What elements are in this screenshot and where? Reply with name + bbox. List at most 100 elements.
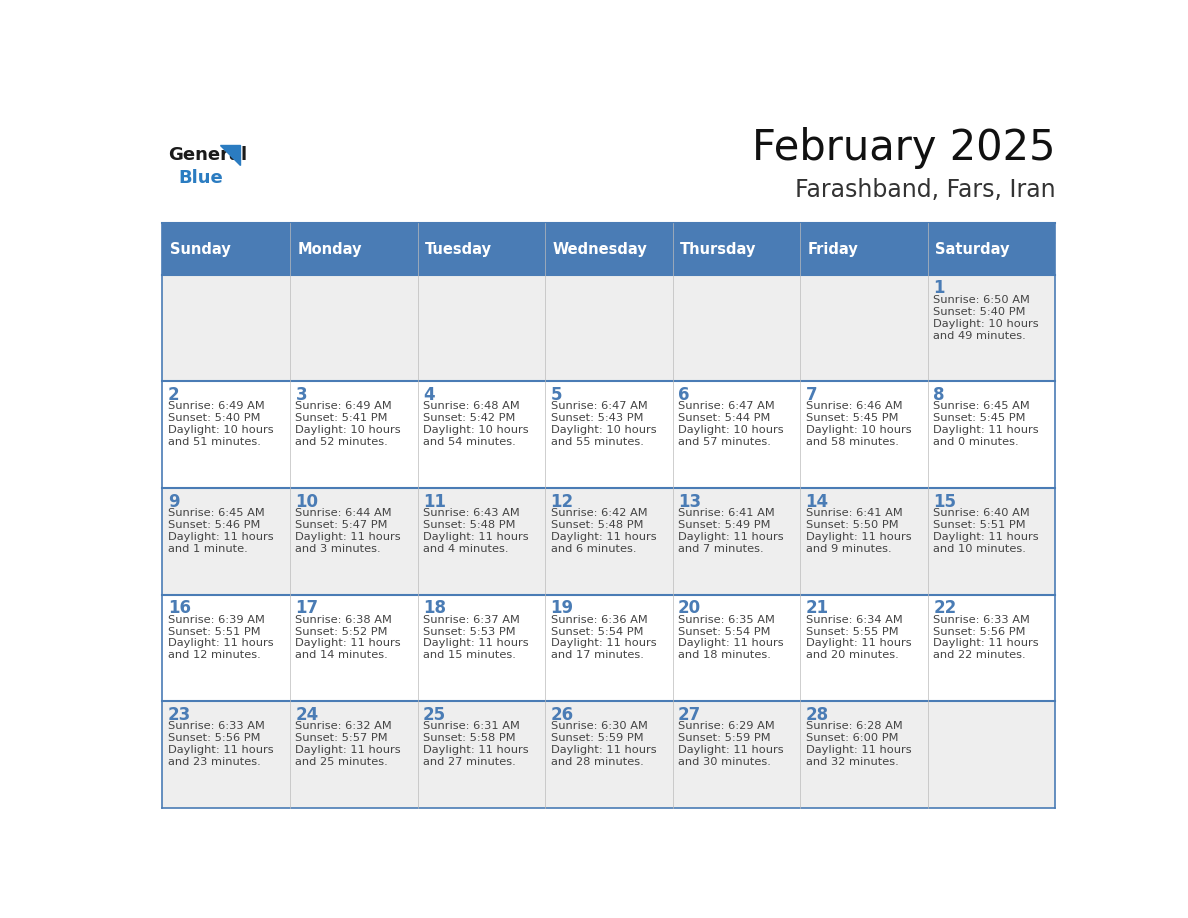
Text: 4: 4 [423, 386, 435, 404]
Text: Thursday: Thursday [681, 241, 757, 256]
Text: and 51 minutes.: and 51 minutes. [168, 437, 260, 447]
Text: Sunrise: 6:38 AM: Sunrise: 6:38 AM [296, 614, 392, 624]
Bar [163, 381, 290, 488]
Bar [801, 381, 928, 488]
Text: Sunset: 5:42 PM: Sunset: 5:42 PM [423, 413, 516, 423]
Bar [290, 223, 417, 274]
Bar [417, 488, 545, 595]
Text: Daylight: 10 hours: Daylight: 10 hours [933, 319, 1038, 329]
Text: Sunrise: 6:43 AM: Sunrise: 6:43 AM [423, 508, 519, 518]
Bar [417, 701, 545, 808]
Text: Sunset: 5:59 PM: Sunset: 5:59 PM [678, 733, 771, 744]
Text: Sunset: 5:58 PM: Sunset: 5:58 PM [423, 733, 516, 744]
Text: 26: 26 [550, 706, 574, 723]
Text: Sunset: 5:57 PM: Sunset: 5:57 PM [296, 733, 388, 744]
Text: Monday: Monday [298, 241, 362, 256]
Text: Sunset: 5:54 PM: Sunset: 5:54 PM [550, 626, 643, 636]
Text: Daylight: 11 hours: Daylight: 11 hours [933, 425, 1038, 435]
Text: and 12 minutes.: and 12 minutes. [168, 651, 260, 660]
Text: Farashband, Fars, Iran: Farashband, Fars, Iran [795, 178, 1055, 202]
Text: 2: 2 [168, 386, 179, 404]
Text: Sunrise: 6:40 AM: Sunrise: 6:40 AM [933, 508, 1030, 518]
Text: Sunset: 5:53 PM: Sunset: 5:53 PM [423, 626, 516, 636]
Text: Daylight: 11 hours: Daylight: 11 hours [296, 639, 402, 648]
Text: Sunrise: 6:33 AM: Sunrise: 6:33 AM [933, 614, 1030, 624]
Bar [545, 381, 672, 488]
Text: Daylight: 11 hours: Daylight: 11 hours [168, 639, 273, 648]
Text: and 27 minutes.: and 27 minutes. [423, 757, 516, 767]
Bar [163, 488, 290, 595]
Text: Sunset: 5:56 PM: Sunset: 5:56 PM [168, 733, 260, 744]
Text: Sunrise: 6:44 AM: Sunrise: 6:44 AM [296, 508, 392, 518]
Bar [163, 223, 290, 274]
Text: Daylight: 11 hours: Daylight: 11 hours [933, 639, 1038, 648]
Text: Sunrise: 6:34 AM: Sunrise: 6:34 AM [805, 614, 903, 624]
Text: Sunrise: 6:37 AM: Sunrise: 6:37 AM [423, 614, 520, 624]
Text: Daylight: 10 hours: Daylight: 10 hours [296, 425, 402, 435]
Text: Sunrise: 6:30 AM: Sunrise: 6:30 AM [550, 722, 647, 732]
Text: Sunset: 5:52 PM: Sunset: 5:52 PM [296, 626, 388, 636]
Bar [545, 595, 672, 701]
Text: Daylight: 11 hours: Daylight: 11 hours [423, 639, 529, 648]
Bar [672, 595, 801, 701]
Text: 24: 24 [296, 706, 318, 723]
Text: Daylight: 10 hours: Daylight: 10 hours [550, 425, 656, 435]
Text: and 1 minute.: and 1 minute. [168, 543, 247, 554]
Text: Daylight: 11 hours: Daylight: 11 hours [805, 639, 911, 648]
Text: Sunrise: 6:49 AM: Sunrise: 6:49 AM [296, 401, 392, 411]
Text: Sunrise: 6:32 AM: Sunrise: 6:32 AM [296, 722, 392, 732]
Text: Daylight: 11 hours: Daylight: 11 hours [678, 745, 784, 756]
Text: and 18 minutes.: and 18 minutes. [678, 651, 771, 660]
Text: Daylight: 11 hours: Daylight: 11 hours [550, 532, 656, 542]
Text: 13: 13 [678, 493, 701, 510]
Text: and 52 minutes.: and 52 minutes. [296, 437, 388, 447]
Text: 17: 17 [296, 599, 318, 617]
Text: Sunrise: 6:46 AM: Sunrise: 6:46 AM [805, 401, 902, 411]
Polygon shape [220, 145, 240, 165]
Text: and 22 minutes.: and 22 minutes. [933, 651, 1025, 660]
Text: 27: 27 [678, 706, 701, 723]
Text: Sunset: 5:59 PM: Sunset: 5:59 PM [550, 733, 643, 744]
Bar [928, 223, 1055, 274]
Text: and 3 minutes.: and 3 minutes. [296, 543, 381, 554]
Text: Sunrise: 6:36 AM: Sunrise: 6:36 AM [550, 614, 647, 624]
Text: 23: 23 [168, 706, 191, 723]
Text: Sunset: 5:48 PM: Sunset: 5:48 PM [550, 520, 643, 530]
Bar [801, 274, 928, 381]
Text: Daylight: 11 hours: Daylight: 11 hours [296, 532, 402, 542]
Text: Friday: Friday [808, 241, 859, 256]
Text: and 30 minutes.: and 30 minutes. [678, 757, 771, 767]
Text: Daylight: 11 hours: Daylight: 11 hours [423, 745, 529, 756]
Text: Daylight: 11 hours: Daylight: 11 hours [678, 532, 784, 542]
Text: 25: 25 [423, 706, 446, 723]
Text: Sunset: 5:54 PM: Sunset: 5:54 PM [678, 626, 771, 636]
Text: Sunset: 6:00 PM: Sunset: 6:00 PM [805, 733, 898, 744]
Text: Daylight: 11 hours: Daylight: 11 hours [805, 745, 911, 756]
Text: Daylight: 11 hours: Daylight: 11 hours [168, 745, 273, 756]
Text: Sunrise: 6:31 AM: Sunrise: 6:31 AM [423, 722, 520, 732]
Text: and 54 minutes.: and 54 minutes. [423, 437, 516, 447]
Text: 8: 8 [933, 386, 944, 404]
Text: and 4 minutes.: and 4 minutes. [423, 543, 508, 554]
Text: Daylight: 11 hours: Daylight: 11 hours [550, 745, 656, 756]
Text: Sunset: 5:51 PM: Sunset: 5:51 PM [168, 626, 260, 636]
Text: and 49 minutes.: and 49 minutes. [933, 330, 1026, 341]
Bar [928, 381, 1055, 488]
Text: 3: 3 [296, 386, 307, 404]
Text: Saturday: Saturday [935, 241, 1010, 256]
Bar [672, 701, 801, 808]
Text: 20: 20 [678, 599, 701, 617]
Bar [417, 595, 545, 701]
Bar [801, 223, 928, 274]
Bar [417, 223, 545, 274]
Text: Sunset: 5:45 PM: Sunset: 5:45 PM [805, 413, 898, 423]
Text: Sunset: 5:43 PM: Sunset: 5:43 PM [550, 413, 643, 423]
Bar [417, 274, 545, 381]
Text: Daylight: 10 hours: Daylight: 10 hours [168, 425, 273, 435]
Bar [290, 381, 417, 488]
Bar [163, 274, 290, 381]
Text: and 20 minutes.: and 20 minutes. [805, 651, 898, 660]
Text: February 2025: February 2025 [752, 127, 1055, 169]
Text: 18: 18 [423, 599, 446, 617]
Text: 9: 9 [168, 493, 179, 510]
